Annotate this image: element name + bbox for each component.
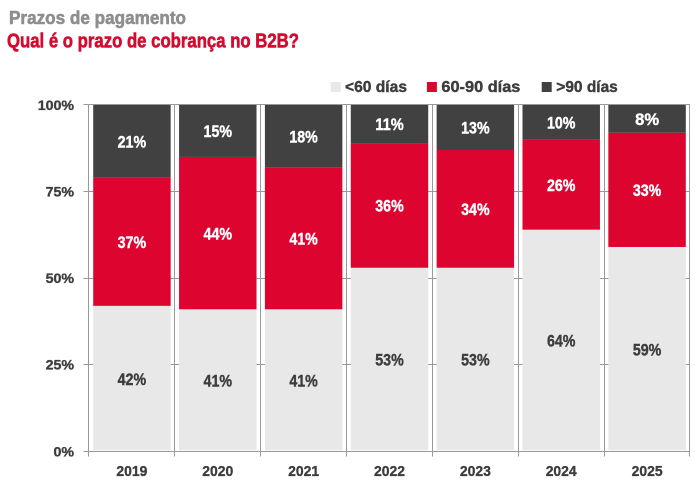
- svg-text:41%: 41%: [289, 230, 318, 249]
- svg-text:26%: 26%: [547, 176, 576, 195]
- svg-text:41%: 41%: [289, 372, 318, 391]
- svg-text:64%: 64%: [547, 332, 576, 351]
- svg-text:2024: 2024: [546, 463, 578, 480]
- svg-text:18%: 18%: [289, 127, 318, 146]
- svg-text:10%: 10%: [547, 114, 576, 133]
- svg-text:36%: 36%: [375, 197, 404, 216]
- svg-text:Prazos de pagamento: Prazos de pagamento: [9, 8, 186, 28]
- svg-text:<60 días: <60 días: [345, 79, 407, 96]
- svg-text:2022: 2022: [374, 463, 405, 480]
- svg-text:0%: 0%: [53, 444, 74, 460]
- svg-text:33%: 33%: [633, 181, 662, 200]
- svg-text:2023: 2023: [460, 463, 491, 480]
- svg-text:34%: 34%: [461, 200, 490, 219]
- svg-text:2021: 2021: [288, 463, 319, 480]
- svg-text:50%: 50%: [46, 271, 75, 287]
- svg-text:>90 días: >90 días: [556, 79, 618, 96]
- svg-text:15%: 15%: [204, 122, 233, 141]
- svg-text:25%: 25%: [46, 358, 75, 374]
- svg-text:37%: 37%: [118, 233, 147, 252]
- svg-text:2020: 2020: [202, 463, 233, 480]
- svg-text:44%: 44%: [204, 224, 233, 243]
- svg-text:2025: 2025: [632, 463, 663, 480]
- svg-text:59%: 59%: [633, 340, 662, 359]
- svg-text:60-90 días: 60-90 días: [441, 79, 520, 96]
- svg-text:Qual é o prazo de cobrança no: Qual é o prazo de cobrança no B2B?: [7, 31, 299, 53]
- svg-text:11%: 11%: [375, 115, 404, 134]
- svg-text:53%: 53%: [375, 351, 404, 370]
- svg-text:41%: 41%: [204, 372, 233, 391]
- svg-text:8%: 8%: [635, 110, 659, 129]
- svg-text:2019: 2019: [116, 463, 147, 480]
- svg-text:42%: 42%: [118, 370, 147, 389]
- svg-text:75%: 75%: [46, 185, 75, 201]
- svg-text:21%: 21%: [118, 133, 147, 152]
- svg-text:100%: 100%: [38, 98, 75, 114]
- svg-text:13%: 13%: [461, 119, 490, 138]
- svg-text:53%: 53%: [461, 351, 490, 370]
